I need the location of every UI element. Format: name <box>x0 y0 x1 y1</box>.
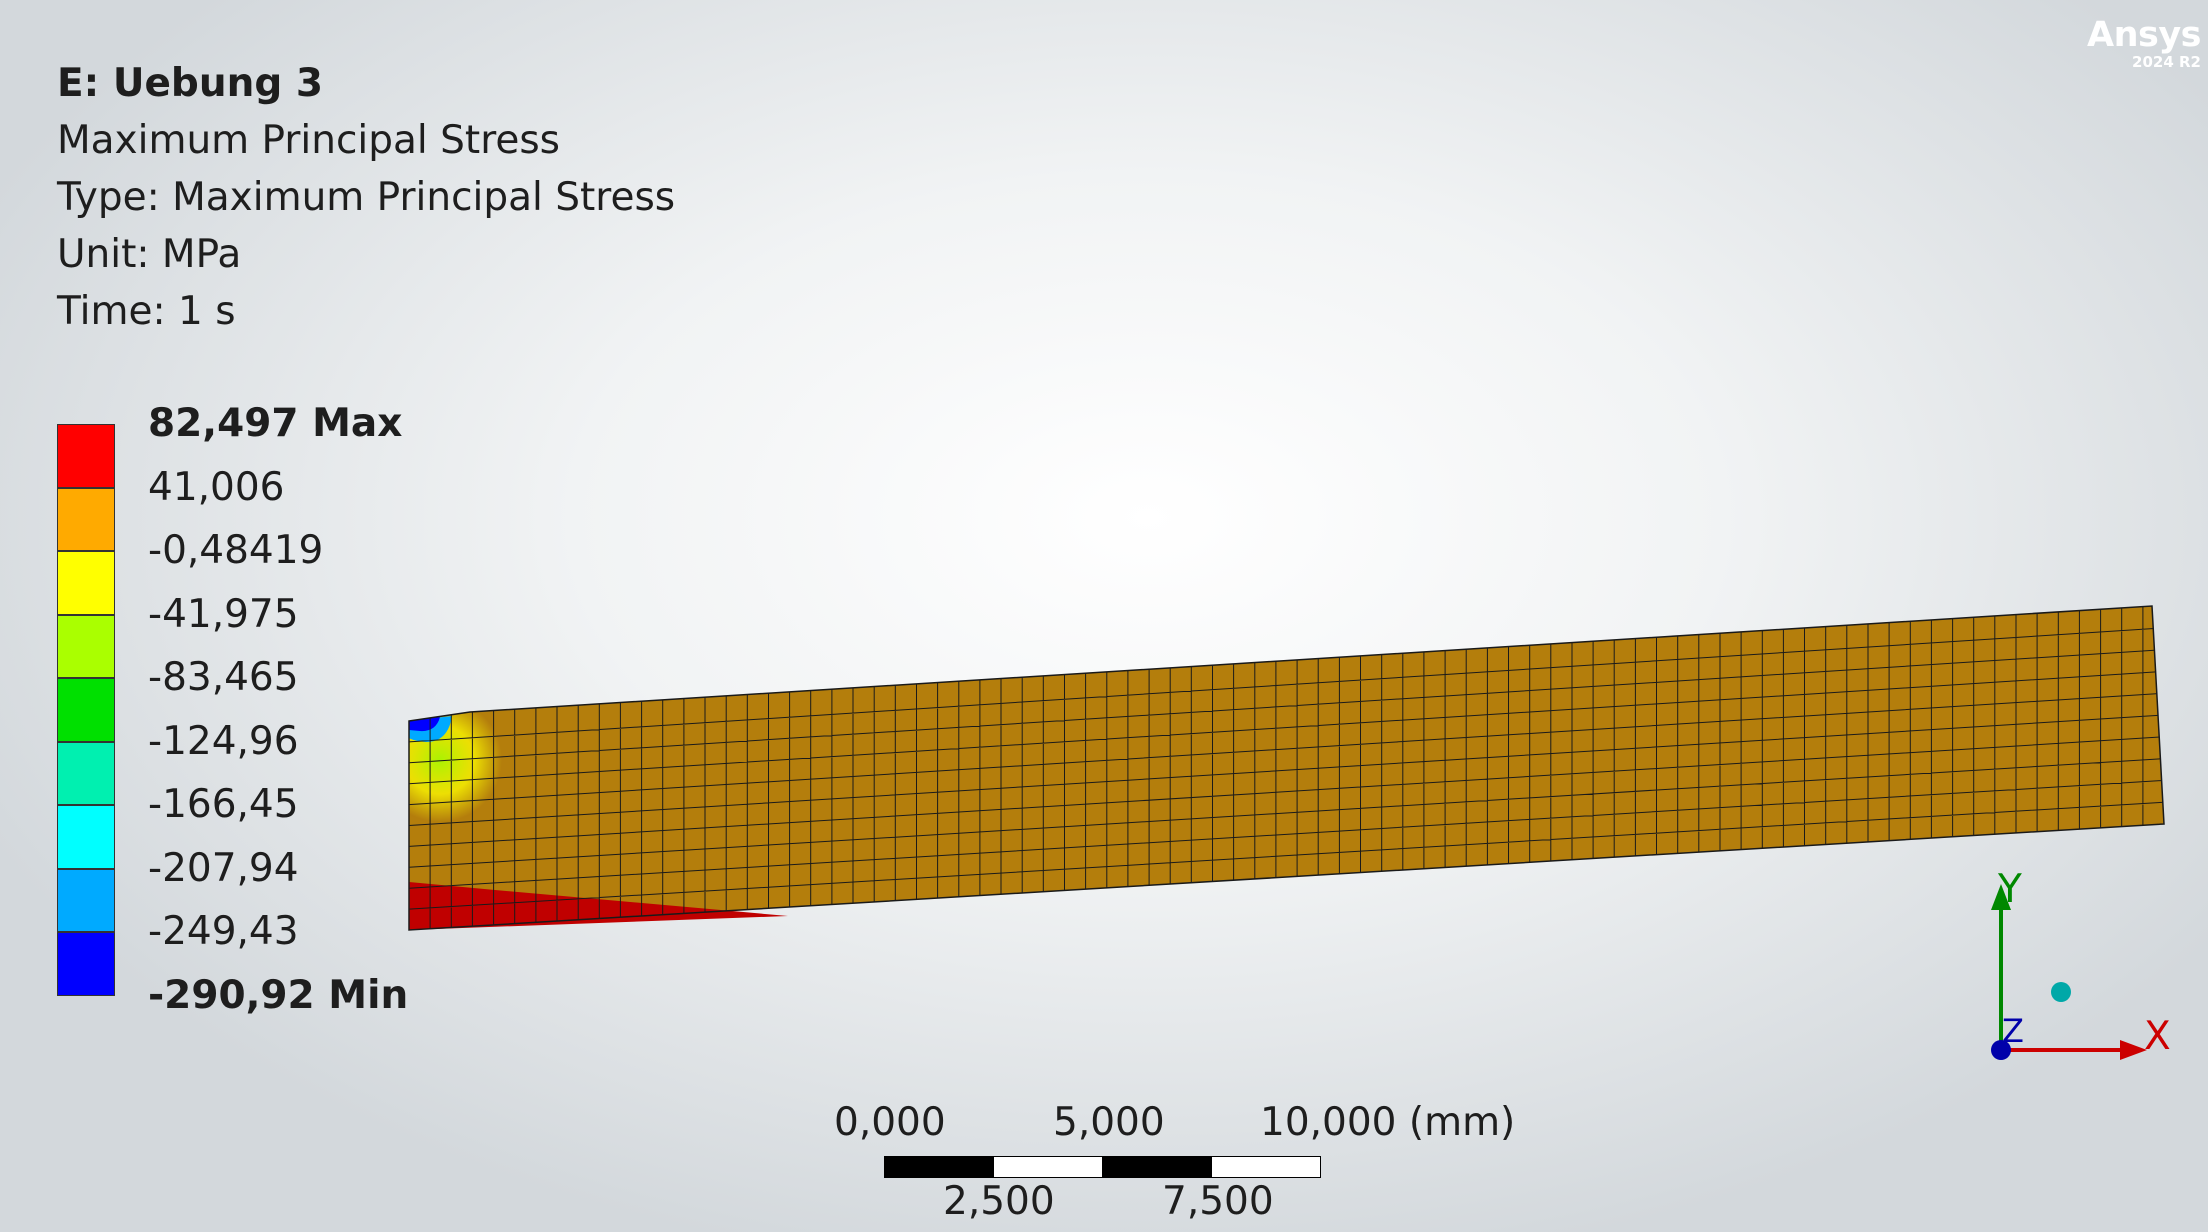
stress-hotspot <box>409 698 502 822</box>
y-axis-arrowhead <box>1991 884 2011 910</box>
isometric-view-ball[interactable] <box>2051 982 2071 1002</box>
ansys-logo: Ansys 2024 R2 <box>2087 18 2201 70</box>
legend-value-label[interactable]: -124,96 <box>148 718 299 764</box>
scale-segment <box>1102 1156 1212 1178</box>
legend-min-label[interactable]: -290,92 Min <box>148 972 409 1018</box>
beam-outline <box>408 605 2165 931</box>
scale-label: 7,500 <box>1162 1179 1274 1224</box>
legend-value-label[interactable]: -83,465 <box>148 655 299 700</box>
scale-label: 5,000 <box>1053 1100 1165 1145</box>
result-name: Maximum Principal Stress <box>57 118 561 163</box>
legend-swatch[interactable] <box>57 614 115 678</box>
legend-swatch[interactable] <box>57 678 115 742</box>
result-title: E: Uebung 3 <box>57 61 324 106</box>
legend-value-label[interactable]: -0,48419 <box>148 528 324 573</box>
legend-swatch[interactable] <box>57 424 115 488</box>
legend-max-label[interactable]: 82,497 Max <box>148 401 403 446</box>
result-type: Type: Maximum Principal Stress <box>57 175 676 220</box>
z-axis-dot <box>1991 1040 2011 1060</box>
legend-value-label[interactable]: -207,94 <box>148 845 299 891</box>
beam-body[interactable] <box>409 606 2164 930</box>
legend-swatch[interactable] <box>57 805 115 869</box>
scale-segment <box>884 1156 994 1178</box>
brand-version: 2024 R2 <box>2132 53 2201 71</box>
x-axis-arrowhead <box>2120 1040 2147 1060</box>
scale-label: 2,500 <box>943 1179 1055 1224</box>
scale-segment <box>1211 1156 1321 1178</box>
scale-segment <box>993 1156 1103 1178</box>
mesh-lines <box>409 606 2164 930</box>
result-unit: Unit: MPa <box>57 232 242 277</box>
legend-value-label[interactable]: -249,43 <box>148 909 299 954</box>
legend-swatch[interactable] <box>57 868 115 932</box>
mesh-grid <box>409 606 2164 930</box>
scale-label: 10,000 (mm) <box>1260 1100 1516 1145</box>
max-stress-region <box>409 882 788 930</box>
result-time: Time: 1 s <box>57 289 236 334</box>
legend-value-label[interactable]: 41,006 <box>148 464 285 510</box>
legend-value-label[interactable]: -41,975 <box>148 591 299 637</box>
y-axis-label: Y <box>1998 867 2022 912</box>
x-axis-label: X <box>2144 1014 2171 1059</box>
z-axis-label: Z <box>2002 1012 2024 1050</box>
scale-label: 0,000 <box>834 1100 946 1145</box>
legend-swatch[interactable] <box>57 551 115 615</box>
coordinate-triad[interactable]: Z <box>1950 860 2180 1080</box>
legend-swatch[interactable] <box>57 741 115 805</box>
legend-swatch[interactable] <box>57 487 115 551</box>
legend-swatch[interactable] <box>57 932 115 996</box>
brand-name: Ansys <box>2087 15 2201 55</box>
legend-value-label[interactable]: -166,45 <box>148 782 299 827</box>
result-info-block: E: Uebung 3 Maximum Principal Stress Typ… <box>57 58 675 343</box>
